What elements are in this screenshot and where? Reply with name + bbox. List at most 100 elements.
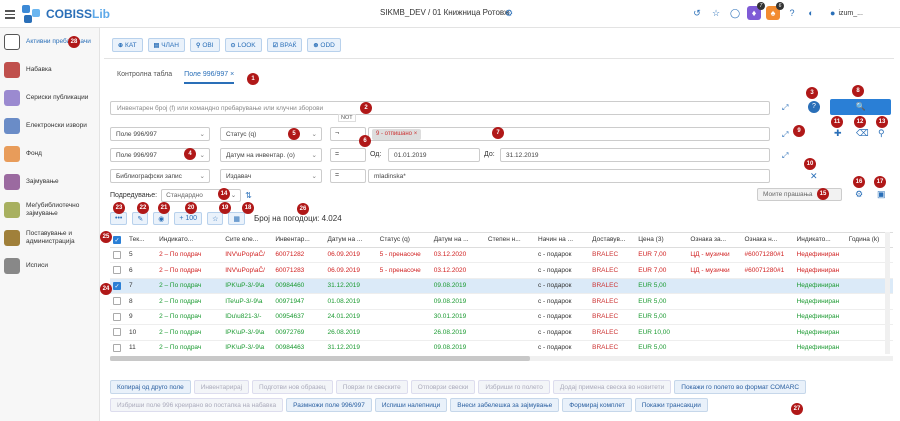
sort-order-icon[interactable]: ⇅: [245, 191, 252, 200]
remove-row-icon[interactable]: ✕: [810, 171, 818, 181]
secondary-action-button-5[interactable]: Покажи трансакции: [634, 398, 708, 412]
search-settings-icon[interactable]: ⚲: [878, 128, 885, 138]
bell-icon[interactable]: ♠ 6: [766, 2, 784, 20]
search-input[interactable]: Инвентарен број (f) или командно пребару…: [110, 101, 770, 115]
row-checkbox[interactable]: [110, 278, 127, 294]
subfield-select-3[interactable]: Издавач ⌄: [220, 169, 322, 183]
secondary-action-button-3[interactable]: Внеси забелешка за зајмување: [450, 398, 560, 412]
expand-icon[interactable]: ⤢: [782, 103, 789, 112]
secondary-action-button-4[interactable]: Формирај комплет: [562, 398, 632, 412]
sidebar-item-admin[interactable]: Поставување и администрација: [0, 224, 99, 252]
save-icon[interactable]: ▣: [877, 189, 886, 199]
toolbar-clan-button[interactable]: ▤ ЧЛАН: [147, 38, 185, 52]
primary-action-button-0[interactable]: Копирај од друго поле: [110, 380, 191, 394]
secondary-action-button-0[interactable]: Избриши поле 996 креирано во постапка на…: [110, 398, 284, 412]
toolbar-kat-button[interactable]: ⊕ КАТ: [112, 38, 143, 52]
eraser-icon[interactable]: ⌫: [856, 128, 869, 138]
expand-icon[interactable]: ⤢: [782, 130, 789, 139]
primary-action-button-7[interactable]: Покажи го полето во формат COMARC: [674, 380, 807, 394]
operator-select-1[interactable]: ¬: [330, 127, 366, 141]
secondary-action-button-2[interactable]: Испиши налепници: [374, 398, 448, 412]
table-row[interactable]: 72 – По подрачIPK\uP-3/-9\a0098446031.12…: [110, 278, 893, 294]
primary-action-button-5[interactable]: Избриши го полето: [478, 380, 550, 394]
network-icon[interactable]: ⚙: [505, 8, 514, 18]
star-icon[interactable]: ☆: [711, 7, 721, 18]
sidebar-item-ill[interactable]: Меѓубиблиотечно зајмување: [0, 196, 99, 224]
row-checkbox[interactable]: [110, 340, 127, 354]
sort-select[interactable]: Стандардно ⌄: [161, 189, 242, 202]
column-header[interactable]: Ознака н...: [741, 233, 794, 248]
history-icon[interactable]: ↺: [693, 7, 701, 18]
operator-select-2[interactable]: =: [330, 148, 366, 162]
table-row[interactable]: 11 2 – По подрач IPK\uP-3/-9\a 00984463 31.1…: [110, 340, 893, 354]
close-icon[interactable]: ×: [230, 71, 235, 78]
toolbar-look-button[interactable]: ⊙ LOOK: [224, 38, 262, 52]
column-header[interactable]: Начин на ...: [535, 233, 590, 248]
help-icon[interactable]: ?: [789, 8, 795, 18]
toolbar-vrak-button[interactable]: ☑ ВРАЌ: [266, 38, 303, 52]
view-button[interactable]: ◉: [153, 212, 170, 225]
add-row-icon[interactable]: ✚: [834, 128, 842, 138]
sidebar-item-prints[interactable]: Исписи: [0, 252, 99, 280]
user-menu[interactable]: ● izum_...: [830, 8, 863, 18]
edit-button[interactable]: ✎: [132, 212, 149, 225]
expand-icon[interactable]: ⤢: [782, 151, 789, 160]
value-field-1[interactable]: [368, 127, 770, 141]
field-select-3[interactable]: Библиографски запис ⌄: [110, 169, 210, 183]
column-header[interactable]: Статус (q): [376, 233, 431, 248]
sidebar-item-circulation[interactable]: Зајмување: [0, 168, 99, 196]
column-header[interactable]: Година (k): [845, 233, 893, 248]
value-field-3[interactable]: mladinska*: [368, 169, 770, 183]
sidebar-item-holdings[interactable]: Фонд: [0, 140, 99, 168]
select-all-checkbox[interactable]: [110, 233, 127, 248]
subfield-select-1[interactable]: Статус (q) ⌄: [220, 127, 322, 141]
row-checkbox[interactable]: [110, 293, 127, 310]
column-header[interactable]: Тек...: [126, 233, 157, 248]
help-icon[interactable]: ?: [808, 101, 820, 113]
add-100-button[interactable]: + 100: [174, 212, 203, 225]
saved-queries-select[interactable]: Моите прашања: [757, 188, 842, 201]
column-header[interactable]: Инвентар...: [272, 233, 325, 248]
sidebar-item-e-resources[interactable]: Електронски извори: [0, 112, 99, 140]
primary-action-button-3[interactable]: Поврзи ги свеските: [335, 380, 408, 394]
row-checkbox[interactable]: [110, 262, 127, 279]
column-header[interactable]: Индикато...: [156, 233, 223, 248]
row-checkbox[interactable]: [110, 324, 127, 341]
gear-icon[interactable]: ⚙: [855, 189, 864, 199]
notification-icon[interactable]: ♦ 7: [747, 2, 765, 20]
primary-action-button-4[interactable]: Отповрзи свески: [410, 380, 476, 394]
column-header[interactable]: Датум на ...: [430, 233, 485, 248]
status-chip[interactable]: 9 - отпишано ×: [372, 129, 422, 140]
toolbar-odd-button[interactable]: ⊛ ODD: [307, 38, 341, 52]
column-header[interactable]: Ознака за...: [687, 233, 742, 248]
primary-action-button-1[interactable]: Инвентарирај: [193, 380, 250, 394]
menu-icon[interactable]: [5, 10, 15, 21]
date-to-input[interactable]: 31.12.2019: [500, 148, 770, 162]
row-checkbox[interactable]: [110, 247, 127, 263]
favorite-button[interactable]: ☆: [207, 212, 224, 225]
primary-action-button-2[interactable]: Подготви нов образец: [252, 380, 333, 394]
subfield-select-2[interactable]: Датум на инвентар. (o) ⌄: [220, 148, 322, 162]
vertical-scrollbar[interactable]: [885, 232, 890, 354]
column-header[interactable]: Сите еле...: [222, 233, 273, 248]
chat-icon[interactable]: ◯: [729, 7, 741, 18]
table-view-button[interactable]: ▦: [228, 212, 245, 225]
column-header[interactable]: Доставув...: [589, 233, 636, 248]
column-header[interactable]: Датум на ...: [324, 233, 377, 248]
horizontal-scrollbar[interactable]: [110, 356, 893, 361]
column-header[interactable]: Индикато...: [793, 233, 846, 248]
column-header[interactable]: Степен н...: [484, 233, 535, 248]
search-button[interactable]: 🔍: [830, 99, 891, 115]
column-header[interactable]: Цена (3): [635, 233, 688, 248]
contrast-icon[interactable]: ◐: [808, 8, 814, 18]
primary-action-button-6[interactable]: Додај примена свеска во новитети: [552, 380, 672, 394]
sidebar-item-active-searches[interactable]: Активни пребарувачи: [0, 28, 99, 56]
row-checkbox[interactable]: [110, 309, 127, 325]
toolbar-obi-button[interactable]: ⚲ ОВІ: [189, 38, 220, 52]
sidebar-item-serials[interactable]: Сериски публикации: [0, 84, 99, 112]
field-select-1[interactable]: Поле 996/997 ⌄: [110, 127, 210, 141]
